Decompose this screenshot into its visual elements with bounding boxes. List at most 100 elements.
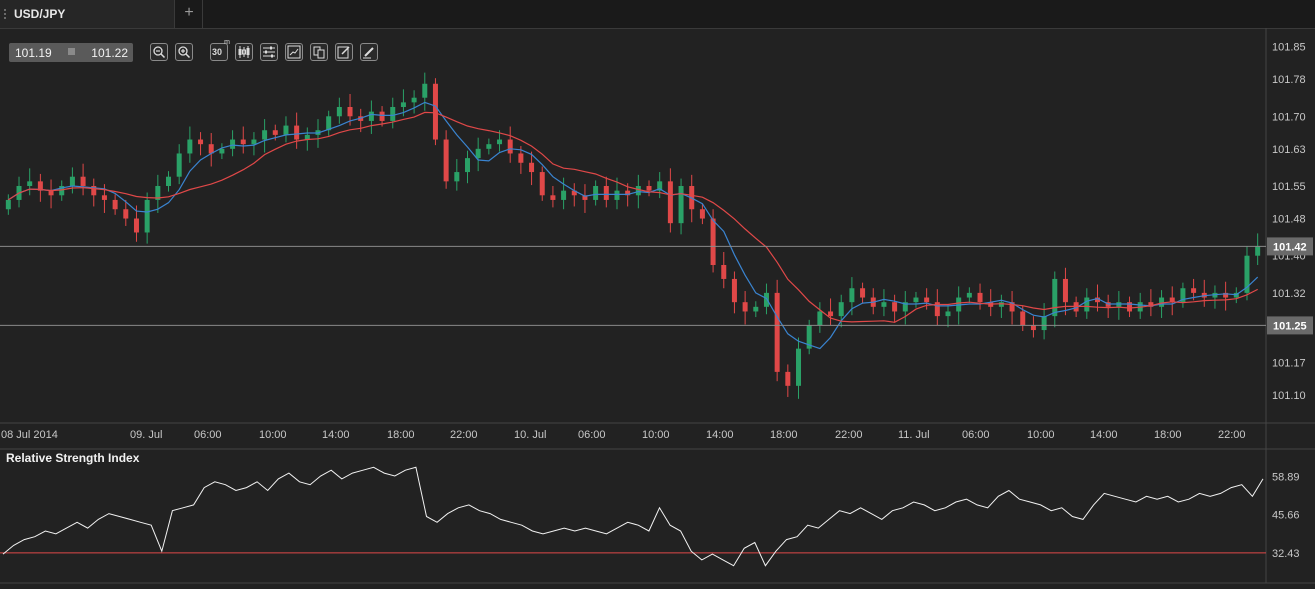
candle-body (518, 153, 524, 163)
candle-body (37, 181, 43, 191)
candle-body (860, 288, 866, 298)
edit-button[interactable] (335, 43, 353, 61)
timeframe-unit: m (224, 39, 230, 46)
candle-body (710, 218, 716, 265)
chart-type-button[interactable] (235, 43, 253, 61)
price-tick-label: 101.32 (1272, 288, 1306, 300)
time-tick-label: 18:00 (1154, 429, 1182, 441)
candle-body (69, 176, 75, 186)
add-tab-button[interactable]: + (176, 0, 203, 28)
timeframe-label: 30 (212, 47, 223, 57)
candle-body (635, 186, 641, 196)
tab-label: USD/JPY (14, 7, 66, 21)
price-tick-label: 101.85 (1272, 42, 1306, 54)
price-tick-label: 101.55 (1272, 181, 1306, 193)
timeframe-button[interactable]: 30 m (210, 39, 230, 61)
candle-body (646, 186, 652, 191)
time-tick-label: 11. Jul (898, 429, 930, 441)
candle-body (1127, 302, 1133, 312)
candle-body (176, 153, 182, 177)
candle-body (48, 190, 54, 196)
candle-body (262, 130, 268, 140)
price-tick-label: 101.70 (1272, 111, 1306, 123)
candle-body (785, 371, 791, 386)
rsi-title: Relative Strength Index (6, 451, 140, 465)
time-tick-label: 14:00 (1090, 429, 1118, 441)
candle-body (614, 190, 620, 200)
copy-icon (313, 46, 325, 59)
spread-indicator (68, 48, 75, 55)
time-tick-label: 10. Jul (514, 429, 546, 441)
candle-body (977, 292, 983, 303)
bid-ask-quote[interactable]: 101.19 101.22 (9, 43, 133, 62)
candle-body (902, 302, 908, 312)
candle-body (464, 158, 470, 173)
trendline-button[interactable] (285, 43, 303, 61)
ma-fast-line (7, 101, 1259, 350)
candle-body (796, 348, 802, 386)
candle-body (251, 139, 257, 145)
time-tick-label: 22:00 (1218, 429, 1246, 441)
candle-body (1169, 297, 1175, 303)
tab-usdjpy[interactable]: USD/JPY (0, 0, 175, 28)
ask-price[interactable]: 101.22 (91, 46, 128, 60)
candle-body (1255, 246, 1261, 256)
bid-price[interactable]: 101.19 (15, 46, 52, 60)
candle-body (432, 83, 438, 140)
candle-body (1020, 311, 1026, 326)
candle-body (411, 97, 417, 103)
candle-body (561, 190, 567, 200)
zoom-out-button[interactable] (150, 43, 168, 61)
zoom-in-button[interactable] (175, 43, 193, 61)
time-tick-label: 14:00 (706, 429, 734, 441)
drag-handle-icon[interactable] (4, 9, 8, 19)
candle-body (934, 302, 940, 317)
time-tick-label: 06:00 (578, 429, 606, 441)
copy-button[interactable] (310, 43, 328, 61)
candle-body (422, 83, 428, 98)
candle-body (390, 107, 396, 121)
candle-body (966, 292, 972, 298)
candle-body (219, 148, 225, 154)
candle-body (657, 181, 663, 191)
candle-body (443, 139, 449, 182)
candle-body (1244, 255, 1250, 293)
candle-body (998, 302, 1004, 307)
time-axis: 08 Jul 2014 09. Jul 06:00 10:00 14:00 18:00 22… (1, 429, 1246, 441)
candle-body (881, 302, 887, 307)
zoom-in-icon (178, 46, 191, 59)
price-tick-label: 101.78 (1272, 74, 1306, 86)
candle-body (272, 130, 278, 135)
candle-body (731, 278, 737, 303)
candle-body (1159, 297, 1165, 307)
candle-body (379, 111, 385, 121)
candle-body (166, 176, 172, 186)
candle-body (1084, 297, 1090, 312)
candle-body (603, 186, 609, 200)
candle-body (539, 172, 545, 196)
candle-body (678, 186, 684, 224)
candle-body (763, 292, 769, 307)
candlestick-type-icon (238, 46, 250, 58)
price-tick-label: 101.63 (1272, 144, 1306, 156)
candle-body (486, 144, 492, 149)
candle-body (497, 139, 503, 145)
candle-body (571, 190, 577, 196)
candle-body (123, 209, 129, 219)
candle-body (112, 199, 118, 210)
candle-body (336, 107, 342, 117)
time-tick-label: 06:00 (194, 429, 222, 441)
pen-button[interactable] (360, 43, 378, 61)
candle-body (507, 139, 513, 154)
moving-averages-layer (7, 101, 1259, 350)
candle-body (774, 292, 780, 372)
candles-layer (5, 72, 1261, 399)
candle-body (1030, 325, 1036, 331)
indicators-button[interactable] (260, 43, 278, 61)
candle-body (828, 311, 834, 317)
rsi-line (2, 466, 1264, 567)
candle-body (133, 218, 139, 233)
price-tick-label: 101.17 (1272, 358, 1306, 370)
price-chart[interactable]: 101.85 101.78 101.70 101.63 101.55 101.48 101.… (0, 28, 1315, 589)
pen-icon (363, 47, 374, 59)
